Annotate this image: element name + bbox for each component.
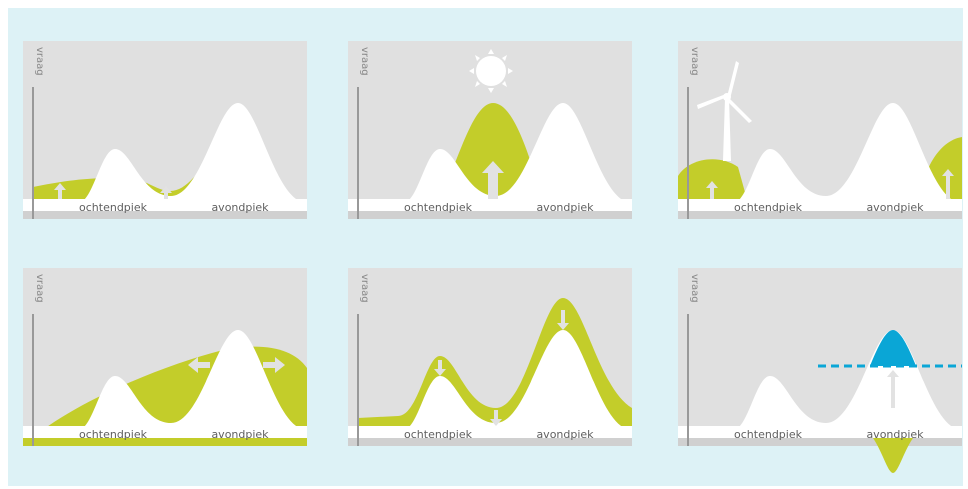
y-axis-label: vraag: [359, 47, 370, 76]
up-arrow-icon: [706, 181, 718, 199]
morning-peak-label: ochtendpiek: [734, 201, 803, 214]
panel-baseline: vraag ochtendpiek avondpiek: [23, 41, 307, 219]
demand-curve: [678, 103, 962, 203]
diagram-canvas: vraag ochtendpiek avondpiek: [8, 8, 963, 486]
panel-load-spreading-graphic: vraag ochtendpiek avondpiek: [23, 268, 307, 446]
peak-excess-area: [870, 330, 916, 366]
up-arrow-icon: [942, 169, 954, 199]
panel-baseline-graphic: vraag ochtendpiek avondpiek: [23, 41, 307, 219]
evening-peak-label: avondpiek: [536, 428, 594, 441]
panel-solar-graphic: vraag ochtendpiek avondpiek: [348, 41, 632, 219]
double-arrow-icon: [263, 357, 285, 373]
y-axis-label: vraag: [34, 47, 45, 76]
panel-peak-shaving: vraag ochtendpiek avondpiek: [678, 268, 962, 473]
panel-peak-reduction-graphic: vraag ochtendpiek avondpiek: [348, 268, 632, 446]
y-axis-label: vraag: [689, 47, 700, 76]
demand-curve: [23, 103, 307, 203]
y-axis-label: vraag: [359, 274, 370, 303]
demand-curve: [348, 330, 632, 430]
demand-curve: [23, 330, 307, 430]
down-arrow-icon: [557, 310, 569, 330]
panel-wind-graphic: vraag ochtendpiek avondpiek: [678, 41, 962, 219]
evening-peak-label: avondpiek: [536, 201, 594, 214]
morning-peak-label: ochtendpiek: [79, 428, 148, 441]
panel-wind: vraag ochtendpiek avondpiek: [678, 41, 962, 219]
shifted-demand-area: [873, 438, 913, 473]
panel-load-spreading: vraag ochtendpiek avondpiek: [23, 268, 307, 446]
wind-supply-left: [678, 159, 748, 203]
y-axis-label: vraag: [689, 274, 700, 303]
panel-peak-reduction: vraag ochtendpiek avondpiek: [348, 268, 632, 446]
evening-peak-label: avondpiek: [211, 428, 269, 441]
up-arrow-icon: [887, 370, 899, 408]
demand-curve: [348, 103, 632, 203]
panel-peak-shaving-graphic: vraag ochtendpiek avondpiek: [678, 268, 962, 473]
y-axis-label: vraag: [34, 274, 45, 303]
solar-supply-area: [443, 103, 543, 203]
up-arrow-icon: [482, 161, 504, 199]
evening-peak-label: avondpiek: [866, 428, 924, 441]
sun-icon: [469, 49, 513, 93]
wind-turbine-icon: [697, 61, 752, 161]
morning-peak-label: ochtendpiek: [734, 428, 803, 441]
up-arrow-icon: [54, 183, 66, 199]
panel-solar: vraag ochtendpiek avondpiek: [348, 41, 632, 219]
morning-peak-label: ochtendpiek: [404, 201, 473, 214]
down-arrow-icon: [490, 410, 502, 426]
morning-peak-label: ochtendpiek: [404, 428, 473, 441]
morning-peak-label: ochtendpiek: [79, 201, 148, 214]
down-arrow-icon: [434, 360, 446, 376]
evening-peak-label: avondpiek: [866, 201, 924, 214]
evening-peak-label: avondpiek: [211, 201, 269, 214]
flexible-demand-area: [33, 153, 218, 203]
up-arrow-icon: [160, 186, 172, 199]
double-arrow-icon: [188, 357, 210, 373]
